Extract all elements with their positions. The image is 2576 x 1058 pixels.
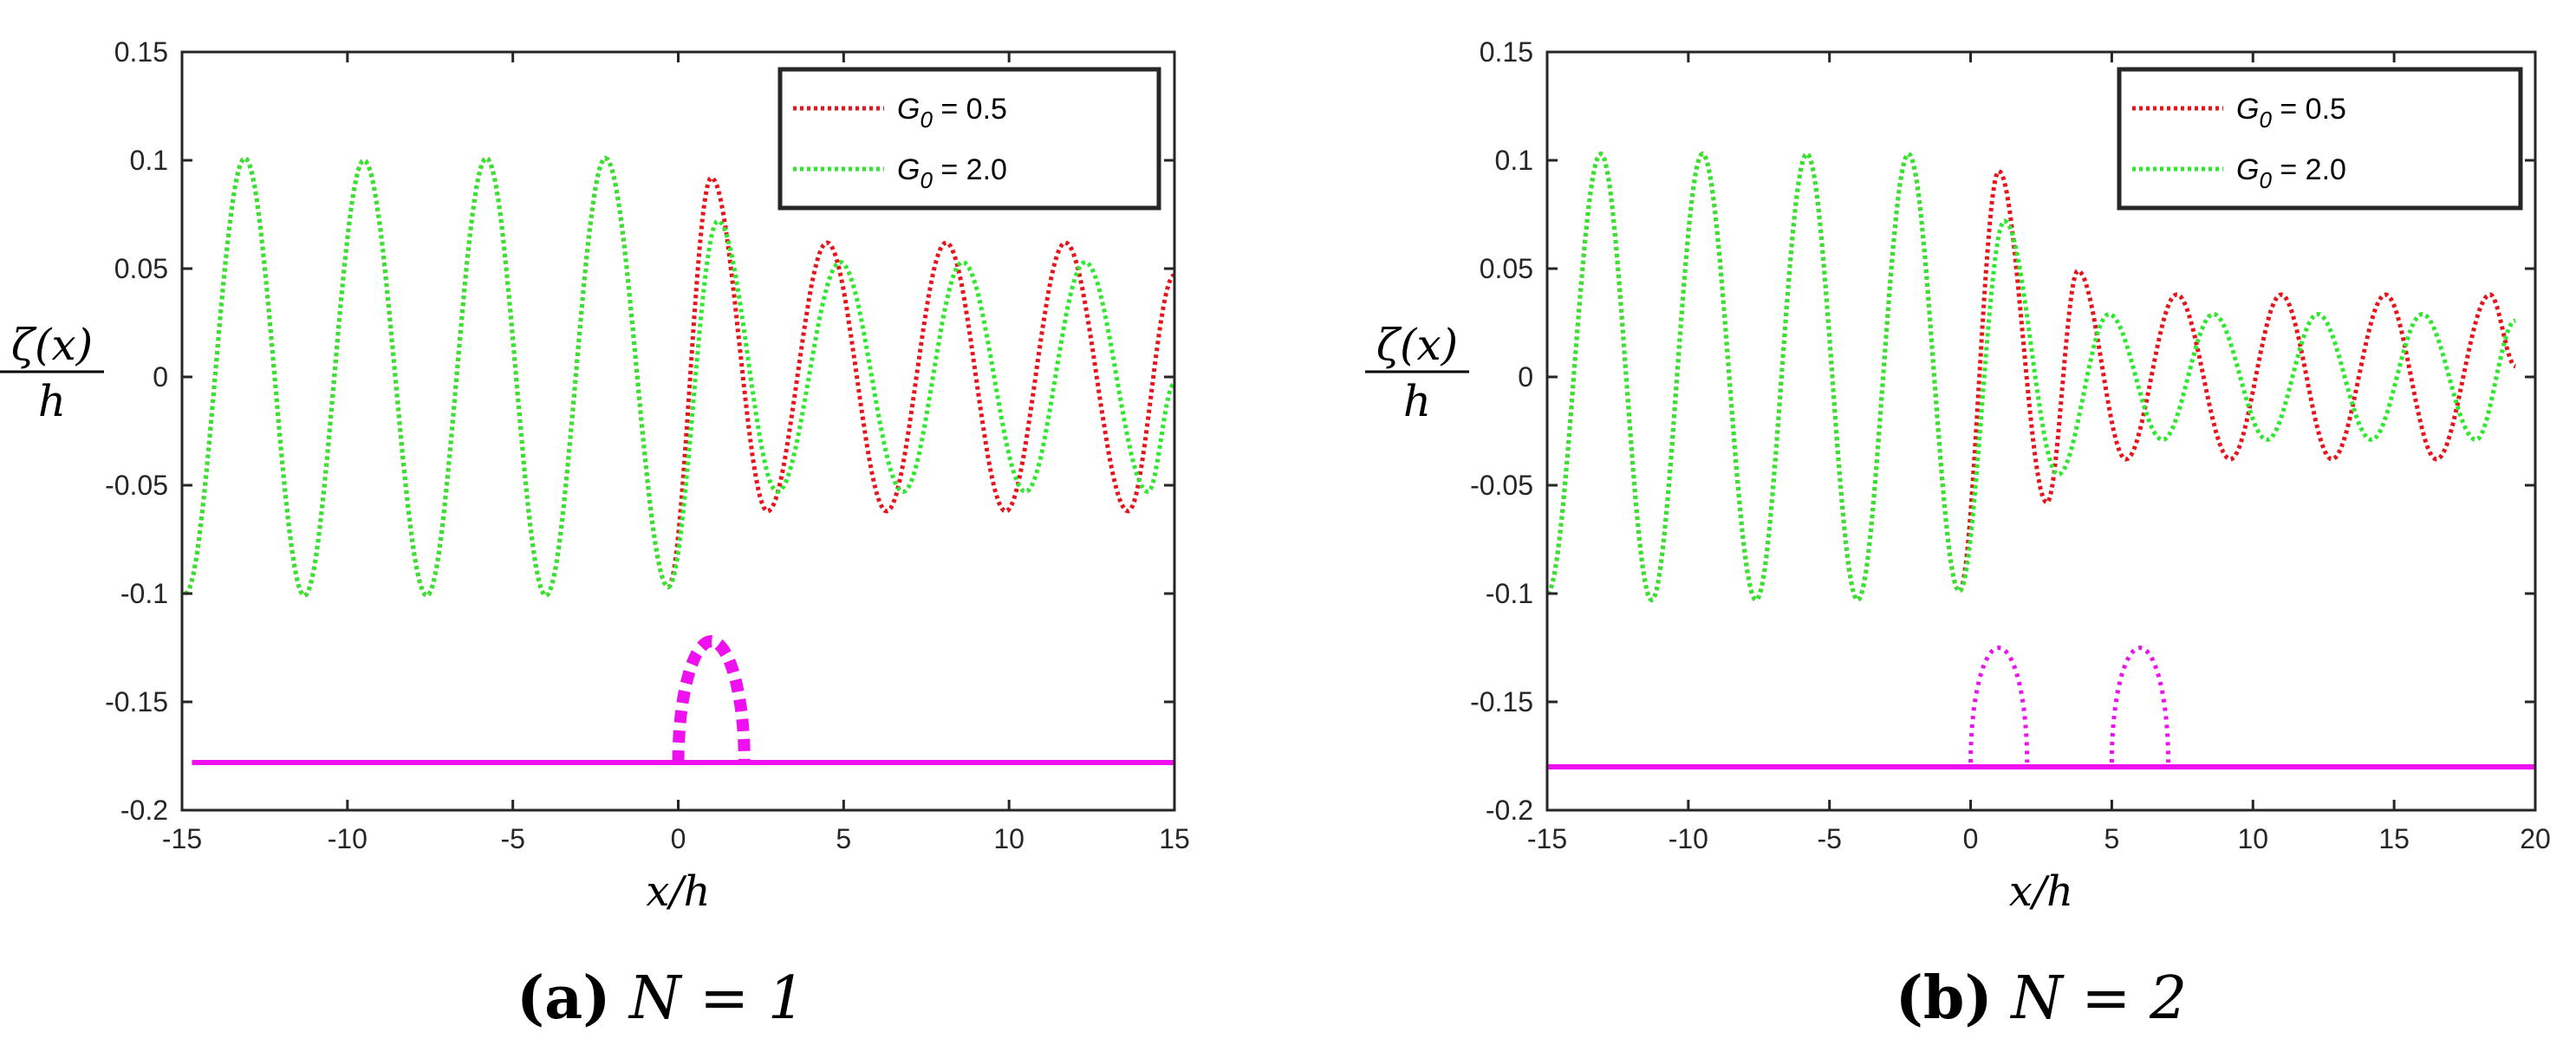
x-axis-label: x/h (646, 867, 710, 916)
x-tick-label: -10 (328, 823, 368, 854)
y-axis-label-denominator: h (38, 376, 66, 426)
legend-label-1: G0 = 0.5 (897, 93, 1007, 133)
y-tick-label: 0.1 (1495, 145, 1533, 176)
x-tick-label: -10 (1669, 823, 1708, 854)
x-tick-label: 15 (1159, 823, 1190, 854)
x-tick-label: 5 (2104, 823, 2120, 854)
legend-box (2117, 67, 2523, 211)
y-axis-label-denominator: h (1403, 376, 1431, 426)
y-tick-label: 0.1 (130, 145, 168, 176)
panel-a: -15 -10 -5 0 5 10 15 -0.2 -0.15 -0.1 -0.05 0 0.05 0.1… (0, 36, 1190, 1033)
y-tick-label: -0.05 (105, 470, 168, 501)
series-line-2 (184, 155, 1175, 599)
legend-label-1: G0 = 0.5 (2236, 93, 2346, 133)
y-tick-label: 0.15 (114, 36, 168, 68)
x-axis-label: x/h (2009, 867, 2073, 916)
legend-label-2: G0 = 2.0 (2236, 153, 2346, 193)
y-tick-label: 0.05 (1480, 253, 1533, 284)
legend: G0 = 0.5 G0 = 2.0 (2117, 67, 2523, 211)
axes-box (1545, 50, 2537, 812)
y-tick-label: 0.15 (1480, 36, 1533, 68)
y-tick-label: -0.15 (105, 686, 168, 717)
x-tick-label: 0 (671, 823, 686, 854)
y-tick-label: 0 (1518, 361, 1533, 393)
x-tick-label: 10 (993, 823, 1025, 854)
legend: G0 = 0.5 G0 = 2.0 (777, 67, 1161, 211)
y-tick-label: -0.2 (120, 795, 168, 826)
legend-label-2: G0 = 2.0 (897, 153, 1007, 193)
y-tick-label: 0.05 (114, 253, 168, 284)
x-tick-label: -15 (1527, 823, 1567, 854)
y-tick-label: -0.1 (1486, 578, 1533, 609)
series-line-2 (1545, 151, 2516, 603)
series-line-1 (1545, 151, 2516, 603)
obstacle-1 (672, 634, 751, 763)
panel-b: -15 -10 -5 0 5 10 15 20 -0.2 -0.15 -0.1 -0.05 0 0.05 0… (1365, 36, 2551, 1033)
y-tick-label: 0 (153, 361, 168, 393)
y-axis-label-numerator: ζ(x) (11, 320, 93, 370)
y-tick-label: -0.05 (1470, 470, 1533, 501)
x-tick-label: -5 (1817, 823, 1841, 854)
obstacle-2 (2109, 645, 2171, 763)
x-tick-label: 15 (2378, 823, 2410, 854)
x-tick-label: 20 (2520, 823, 2551, 854)
obstacle-1 (1968, 645, 2030, 763)
x-tick-label: 5 (836, 823, 851, 854)
x-tick-label: -15 (162, 823, 202, 854)
x-tick-label: -5 (500, 823, 524, 854)
y-tick-label: -0.2 (1486, 795, 1533, 826)
y-tick-label: -0.1 (120, 578, 168, 609)
legend-box (777, 67, 1161, 211)
panel-caption: (b) N = 2 (1896, 964, 2188, 1033)
x-tick-label: 0 (1963, 823, 1979, 854)
y-tick-label: -0.15 (1470, 686, 1533, 717)
y-axis-label-numerator: ζ(x) (1376, 320, 1458, 370)
x-tick-label: 10 (2237, 823, 2268, 854)
panel-caption: (a) N = 1 (517, 964, 805, 1033)
